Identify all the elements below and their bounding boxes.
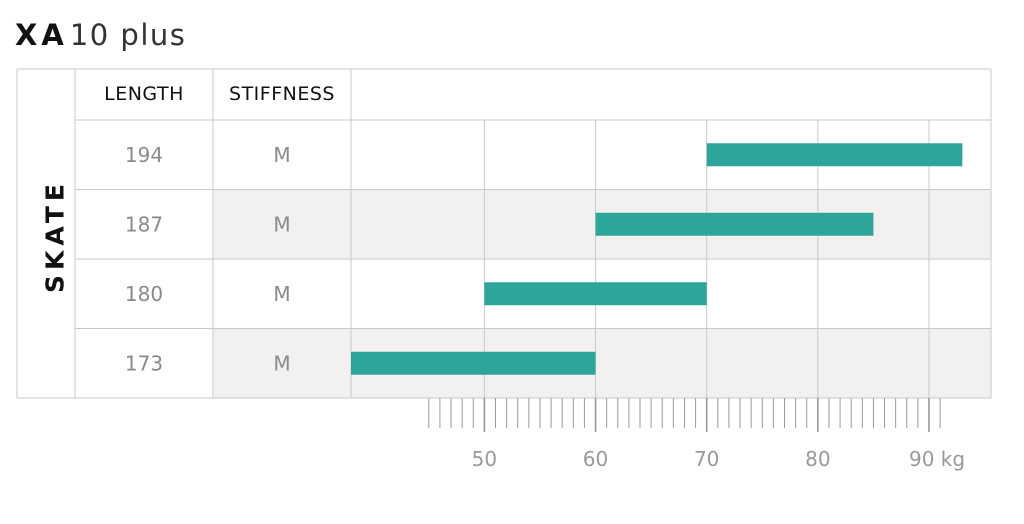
stiffness-value-173: M <box>273 351 290 375</box>
stiffness-value-187: M <box>273 212 290 236</box>
stiffness-value-194: M <box>273 143 290 167</box>
tick-label-60: 60 <box>583 447 608 471</box>
weight-range-bar-180 <box>484 282 707 306</box>
bars <box>351 143 963 375</box>
length-value-180: 180 <box>125 282 163 306</box>
tick-label-80: 80 <box>805 447 830 471</box>
length-value-187: 187 <box>125 212 163 236</box>
length-value-194: 194 <box>125 143 163 167</box>
x-axis: 50 60 70 80 90 kg <box>428 398 965 471</box>
chart-title-variant: 10 plus <box>69 18 187 52</box>
chart-title: XA10 plus <box>15 18 186 52</box>
tick-label-90: 90 kg <box>909 447 965 471</box>
column-header-stiffness: STIFFNESS <box>229 83 335 105</box>
row-background-173 <box>213 328 991 398</box>
table-text: SKATE LENGTH STIFFNESS 194 M 187 M 180 M 173 M <box>41 83 335 375</box>
tick-label-50: 50 <box>472 447 497 471</box>
stiffness-value-180: M <box>273 282 290 306</box>
section-label-skate: SKATE <box>41 179 70 293</box>
weight-range-bar-194 <box>706 143 963 167</box>
grid <box>16 68 992 399</box>
chart-title-model: XA <box>15 18 68 52</box>
weight-range-bar-187 <box>595 212 874 236</box>
tick-label-70: 70 <box>694 447 719 471</box>
length-value-173: 173 <box>125 351 163 375</box>
weight-range-bar-173 <box>351 351 596 375</box>
column-header-length: LENGTH <box>104 83 184 105</box>
